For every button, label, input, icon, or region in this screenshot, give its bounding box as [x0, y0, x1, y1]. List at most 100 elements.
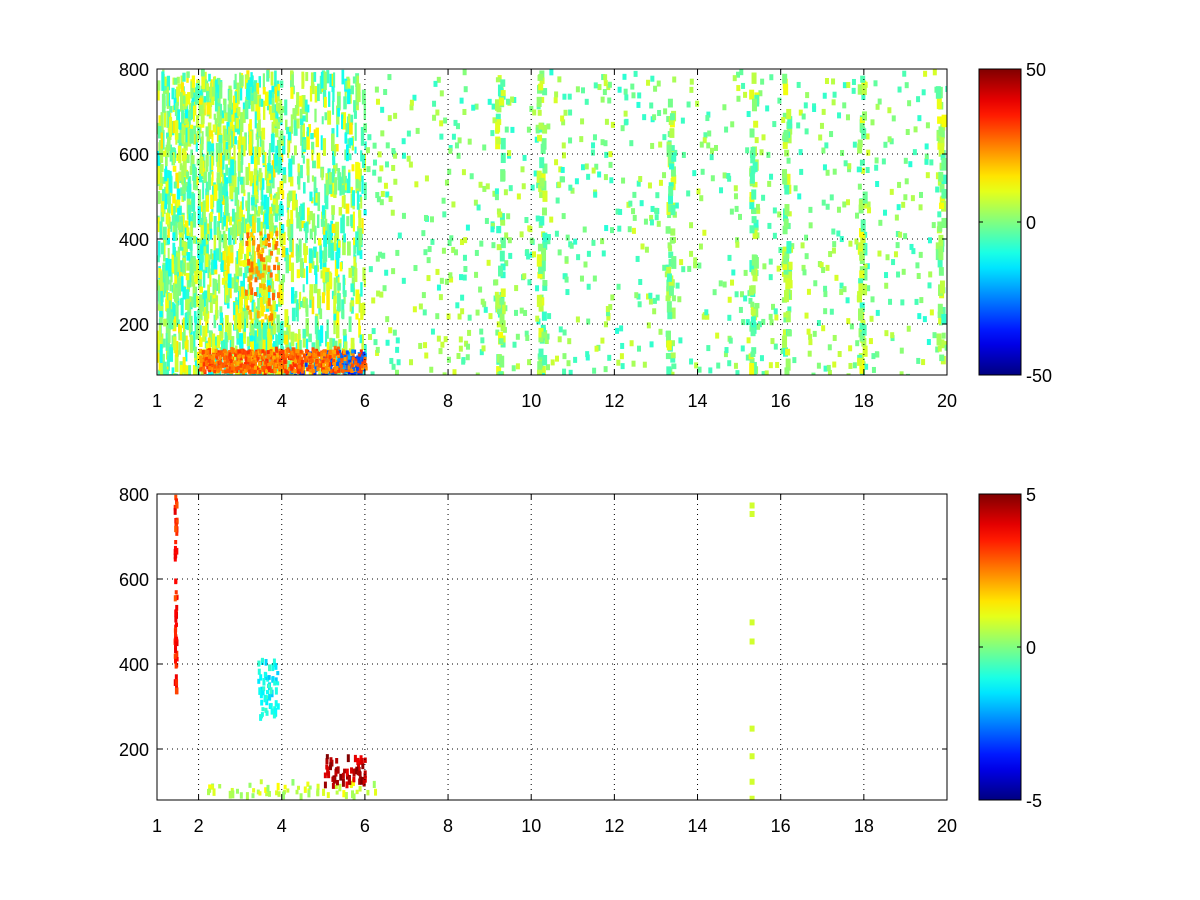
heatmap-cell [569, 242, 574, 249]
heatmap-cell [264, 164, 267, 181]
heatmap-cell [219, 151, 223, 168]
heatmap-cell [242, 308, 247, 316]
heatmap-cell [875, 309, 880, 316]
heatmap-cell [860, 167, 865, 174]
heatmap-cell [439, 133, 444, 140]
heatmap-cell [176, 302, 179, 323]
heatmap-cell [244, 262, 248, 279]
heatmap-cell [222, 138, 227, 153]
heatmap-cell [336, 252, 340, 269]
heatmap-cell [514, 309, 519, 316]
heatmap-cell [275, 790, 279, 796]
heatmap-cell [782, 225, 788, 235]
heatmap-cell [382, 285, 387, 292]
heatmap-cell [313, 71, 317, 82]
heatmap-cell [696, 188, 701, 195]
heatmap-cell [316, 251, 319, 272]
heatmap-cell [341, 214, 345, 234]
heatmap-cell [631, 208, 636, 215]
heatmap-cell [709, 154, 714, 161]
heatmap-cell [203, 237, 207, 256]
heatmap-cell [175, 215, 180, 223]
heatmap-cell [463, 237, 468, 244]
heatmap-cell [235, 271, 240, 283]
heatmap-cell [186, 262, 191, 271]
heatmap-cell [627, 226, 632, 233]
heatmap-cell [430, 238, 435, 245]
heatmap-cell [593, 82, 598, 89]
heatmap-cell [262, 366, 266, 371]
heatmap-cell [218, 161, 223, 176]
heatmap-cell [380, 130, 385, 137]
heatmap-cell [223, 172, 227, 182]
heatmap-cell [353, 349, 357, 354]
heatmap-cell [262, 335, 266, 356]
heatmap-cell [352, 776, 356, 783]
heatmap-cell [247, 248, 251, 257]
heatmap-cell [299, 300, 304, 308]
heatmap-cell [335, 790, 339, 795]
heatmap-cell [340, 217, 343, 234]
heatmap-cell [206, 86, 210, 106]
heatmap-cell [851, 78, 856, 85]
heatmap-cell [515, 333, 520, 340]
heatmap-cell [238, 353, 242, 358]
heatmap-cell [279, 235, 284, 247]
heatmap-cell [939, 196, 945, 204]
heatmap-cell [176, 101, 179, 114]
heatmap-cell [347, 172, 351, 183]
heatmap-cell [189, 128, 194, 144]
heatmap-cell [188, 365, 192, 375]
heatmap-cell [306, 367, 310, 372]
heatmap-cell [191, 193, 196, 212]
heatmap-cell [603, 140, 608, 147]
heatmap-cell [333, 315, 336, 335]
heatmap-cell [816, 319, 821, 326]
heatmap-cell [287, 324, 291, 340]
heatmap-cell [184, 241, 189, 256]
heatmap-cell [323, 96, 327, 108]
heatmap-cell [339, 773, 343, 781]
heatmap-cell [174, 267, 178, 284]
heatmap-cell [393, 152, 398, 159]
heatmap-cell [323, 277, 326, 296]
heatmap-cell [650, 75, 655, 82]
heatmap-cell [861, 243, 867, 254]
heatmap-cell [804, 234, 809, 241]
heatmap-cell [285, 348, 289, 353]
heatmap-cell [563, 109, 568, 116]
heatmap-cell [162, 361, 167, 375]
heatmap-cell [179, 298, 183, 305]
heatmap-cell [250, 359, 254, 364]
heatmap-cell [698, 243, 703, 250]
heatmap-cell [256, 217, 261, 233]
heatmap-cell [759, 355, 764, 362]
heatmap-cell [586, 173, 591, 180]
heatmap-cell [259, 233, 263, 248]
heatmap-cell [743, 91, 748, 98]
heatmap-cell [326, 290, 330, 311]
heatmap-cell [608, 304, 613, 311]
heatmap-cell [186, 227, 190, 236]
heatmap-cell [546, 123, 551, 130]
heatmap-cell [845, 114, 850, 121]
heatmap-cell [591, 239, 596, 246]
heatmap-cell [335, 143, 339, 152]
heatmap-cell [877, 250, 882, 257]
heatmap-cell [304, 245, 308, 255]
heatmap-cell [859, 159, 865, 166]
heatmap-cell [782, 262, 788, 270]
heatmap-cell [658, 179, 663, 186]
heatmap-cell [593, 191, 598, 198]
heatmap-cell [259, 674, 263, 681]
heatmap-cell [277, 791, 281, 797]
heatmap-cell [786, 329, 792, 337]
heatmap-cell [708, 367, 713, 374]
heatmap-cell [274, 662, 278, 670]
heatmap-cell [746, 111, 751, 118]
heatmap-cell [323, 772, 327, 779]
heatmap-cell [230, 346, 234, 353]
heatmap-cell [175, 172, 180, 189]
heatmap-cell [168, 116, 173, 137]
heatmap-cell [678, 337, 683, 344]
